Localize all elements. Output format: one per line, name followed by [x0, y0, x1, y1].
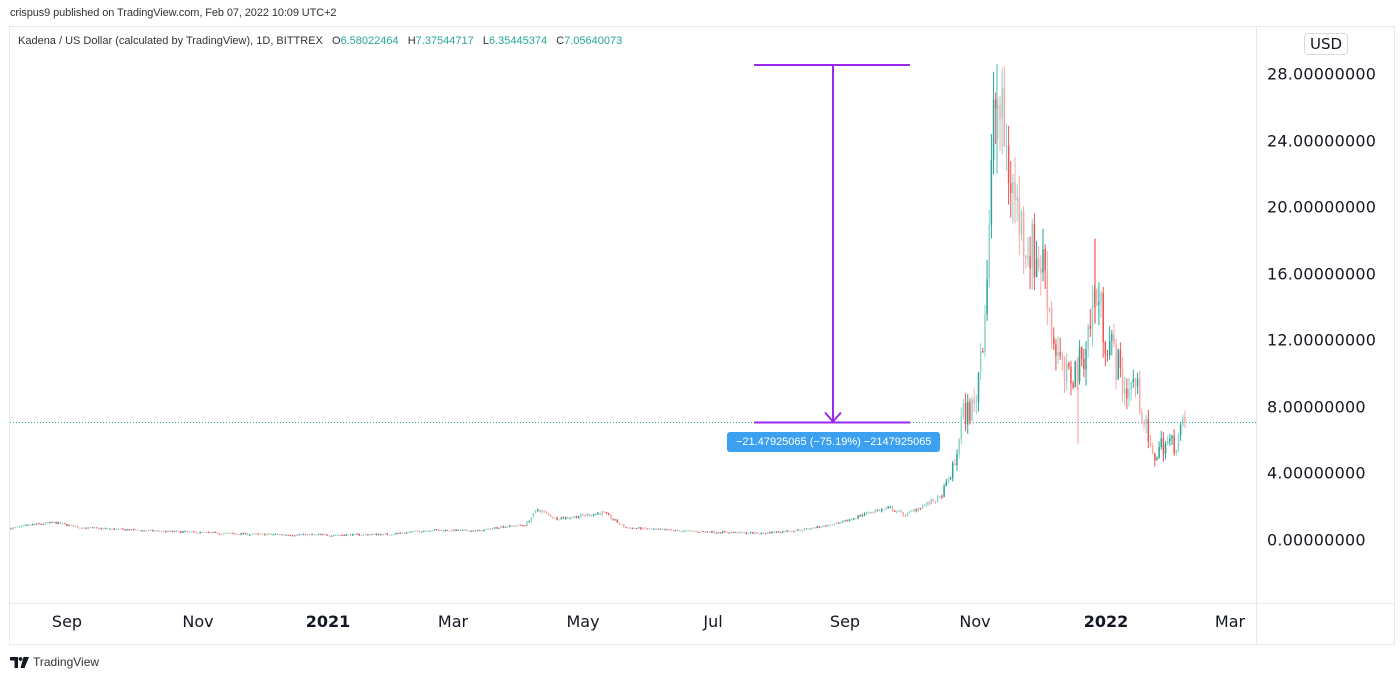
candlestick-chart[interactable] [10, 27, 1256, 603]
price-tick-label: 16.00000000 [1267, 264, 1377, 284]
price-tick-label: 4.00000000 [1267, 463, 1366, 483]
price-tick-label: 20.00000000 [1267, 197, 1377, 217]
currency-button[interactable]: USD [1304, 33, 1349, 55]
price-tick-label: 28.00000000 [1267, 64, 1377, 84]
time-tick-label: Jul [703, 612, 723, 631]
time-tick-label: Sep [829, 612, 861, 631]
chart-frame [9, 26, 1395, 645]
time-tick-label: 2022 [1083, 612, 1129, 631]
low-label: L [482, 35, 489, 47]
open-value: 6.58022464 [340, 35, 399, 47]
close-label: C [556, 35, 565, 47]
candles [10, 64, 1186, 537]
close-value: 7.05640073 [564, 35, 623, 47]
footer-brand: TradingView [10, 655, 99, 669]
time-tick-label: Mar [437, 612, 469, 631]
time-tick-label: Sep [51, 612, 83, 631]
time-tick-label: 2021 [305, 612, 351, 631]
high-value: 7.37544717 [415, 35, 474, 47]
time-axis[interactable] [10, 603, 1256, 645]
symbol-title: Kadena / US Dollar (calculated by Tradin… [18, 35, 323, 47]
price-range-measure [754, 64, 910, 424]
tradingview-brand-text: TradingView [33, 655, 100, 669]
time-tick-label: May [566, 612, 600, 631]
symbol-legend: Kadena / US Dollar (calculated by Tradin… [18, 35, 622, 47]
price-tick-label: 12.00000000 [1267, 330, 1377, 350]
time-tick-label: Nov [959, 612, 991, 631]
axis-corner [1256, 603, 1395, 645]
publisher-line: crispus9 published on TradingView.com, F… [10, 7, 337, 19]
price-tick-label: 24.00000000 [1267, 131, 1377, 151]
chart-plot-area[interactable] [10, 27, 1256, 603]
price-tick-label: 0.00000000 [1267, 530, 1366, 550]
measure-result-badge: −21.47925065 (−75.19%) −2147925065 [727, 431, 941, 452]
price-tick-label: 8.00000000 [1267, 397, 1366, 417]
open-label: O [331, 35, 341, 47]
high-label: H [407, 35, 416, 47]
time-tick-label: Mar [1214, 612, 1246, 631]
tradingview-logo-icon [10, 656, 29, 668]
price-axis[interactable] [1256, 27, 1395, 603]
low-value: 6.35445374 [488, 35, 548, 47]
time-tick-label: Nov [182, 612, 214, 631]
